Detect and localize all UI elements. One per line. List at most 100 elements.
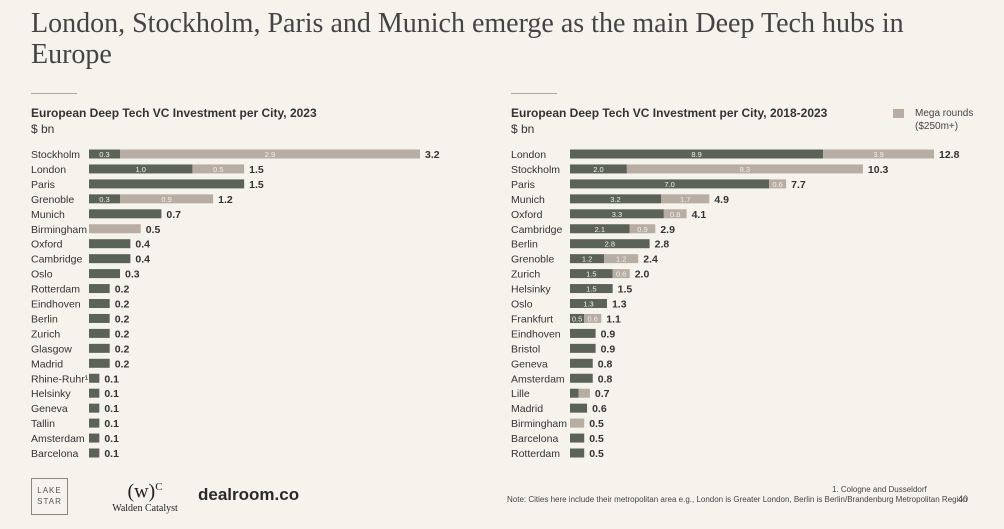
- left-divider: [31, 93, 77, 94]
- total-label: 4.9: [714, 194, 729, 206]
- total-label: 2.0: [635, 269, 650, 281]
- total-label: 2.8: [655, 239, 670, 251]
- bar-segment-other: [89, 313, 110, 323]
- city-label: Oxford: [31, 239, 63, 251]
- total-label: 0.2: [115, 299, 130, 311]
- segment-label: 2.9: [265, 150, 275, 159]
- total-label: 4.1: [692, 209, 707, 221]
- total-label: 0.2: [115, 358, 130, 370]
- bar-segment-mega: [604, 254, 639, 264]
- city-label: Madrid: [31, 358, 63, 370]
- total-label: 3.2: [425, 149, 440, 161]
- total-label: 0.9: [601, 328, 616, 340]
- segment-label: 3.2: [610, 195, 620, 204]
- bar-segment-other: [89, 328, 110, 338]
- bar-segment-other: [89, 239, 131, 249]
- note: Note: Cities here include their metropol…: [507, 495, 968, 504]
- total-label: 0.4: [135, 239, 150, 251]
- dealroom-logo: dealroom.co: [198, 485, 300, 504]
- segment-label: 3.3: [612, 210, 622, 219]
- bar-segment-mega: [192, 164, 245, 174]
- segment-label: 0.6: [616, 270, 626, 279]
- bar-segment-mega: [120, 149, 420, 159]
- segment-label: 0.5: [213, 165, 223, 174]
- bar-segment-other: [570, 388, 579, 398]
- total-label: 0.9: [601, 343, 616, 355]
- city-label: Birmingham: [511, 418, 567, 430]
- total-label: 0.8: [598, 373, 613, 385]
- city-label: Rhine-Ruhr¹: [31, 373, 89, 385]
- total-label: 0.1: [104, 403, 119, 415]
- lakestar-logo: LAKE STAR: [31, 478, 68, 515]
- bar-segment-other: [89, 299, 110, 308]
- segment-label: 8.3: [740, 165, 750, 174]
- city-label: Frankfurt: [511, 313, 553, 325]
- bar-segment-other: [570, 403, 588, 413]
- segment-label: 0.3: [99, 150, 109, 159]
- total-label: 0.1: [104, 433, 119, 445]
- segment-label: 0.6: [588, 314, 598, 323]
- total-label: 0.7: [595, 388, 610, 400]
- bar-segment-other: [570, 358, 593, 368]
- segment-label: 8.9: [691, 150, 701, 159]
- total-label: 1.5: [618, 284, 633, 296]
- total-label: 0.5: [146, 224, 161, 236]
- segment-label: 1.0: [136, 165, 146, 174]
- segment-label: 1.2: [582, 255, 592, 264]
- bar-segment-other: [570, 448, 585, 458]
- total-label: 0.1: [104, 448, 119, 460]
- total-label: 1.2: [218, 194, 233, 206]
- bar-segment-mega: [823, 149, 934, 159]
- city-label: Helsinky: [511, 284, 551, 296]
- right-chart-unit: $ bn: [511, 122, 535, 136]
- segment-label: 1.5: [586, 285, 596, 294]
- bar-segment-other: [89, 373, 100, 383]
- segment-label: 0.3: [99, 195, 109, 204]
- city-label: London: [511, 149, 546, 161]
- city-label: Amsterdam: [31, 433, 85, 445]
- bar-segment-other: [89, 343, 110, 353]
- total-label: 1.3: [612, 299, 627, 311]
- total-label: 0.2: [115, 284, 130, 296]
- bar-segment-other: [89, 149, 121, 159]
- bar-segment-mega: [769, 179, 787, 189]
- bar-segment-other: [570, 209, 664, 219]
- segment-label: 1.3: [583, 300, 593, 309]
- left-chart-title: European Deep Tech VC Investment per Cit…: [31, 106, 317, 120]
- bar-segment-other: [89, 403, 100, 413]
- city-label: Stockholm: [31, 149, 80, 161]
- total-label: 10.3: [868, 164, 889, 176]
- city-label: Zurich: [511, 269, 540, 281]
- segment-label: 2.1: [595, 225, 605, 234]
- total-label: 1.5: [249, 179, 264, 191]
- total-label: 0.5: [589, 418, 604, 430]
- bar-segment-other: [570, 194, 661, 204]
- total-label: 1.5: [249, 164, 264, 176]
- bar-segment-other: [570, 224, 630, 234]
- city-label: Grenoble: [31, 194, 74, 206]
- segment-label: 2.0: [593, 165, 603, 174]
- bar-segment-other: [89, 209, 162, 219]
- city-label: Barcelona: [31, 448, 78, 460]
- segment-label: 3.9: [873, 150, 883, 159]
- total-label: 0.1: [104, 388, 119, 400]
- segment-label: 0.8: [670, 210, 680, 219]
- right-bar-chart: London 8.9 3.9 12.8 Stockholm 2.0 8.3 10.3 Paris…: [511, 149, 960, 460]
- city-label: Berlin: [511, 239, 538, 251]
- bar-segment-mega: [120, 194, 214, 204]
- city-label: Madrid: [511, 403, 543, 415]
- bar-segment-other: [570, 164, 627, 174]
- bar-segment-other: [89, 418, 100, 428]
- total-label: 0.4: [135, 254, 150, 266]
- city-label: Bristol: [511, 343, 540, 355]
- bar-segment-mega: [612, 269, 630, 279]
- segment-label: 7.0: [664, 180, 674, 189]
- city-label: Eindhoven: [511, 328, 561, 340]
- city-label: Eindhoven: [31, 299, 81, 311]
- bar-segment-other: [570, 343, 596, 353]
- total-label: 0.5: [589, 433, 604, 445]
- bar-segment-mega: [629, 224, 656, 234]
- bar-segment-other: [570, 284, 613, 294]
- city-label: Berlin: [31, 313, 58, 325]
- bar-segment-other: [89, 284, 110, 294]
